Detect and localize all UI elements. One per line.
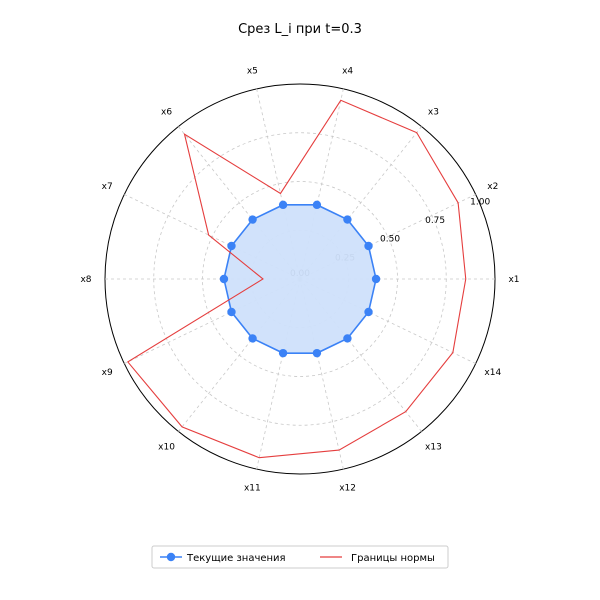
current-value-marker [219, 274, 229, 284]
current-value-marker [227, 241, 236, 251]
current-value-marker [278, 200, 288, 210]
legend-box [151, 545, 449, 569]
current-value-marker [278, 348, 288, 358]
current-value-marker [343, 334, 352, 343]
current-value-marker [312, 200, 322, 210]
current-value-marker [227, 307, 236, 317]
chart-title: Срез L_i при t=0.3 [238, 22, 362, 37]
category-label: x8 [80, 275, 91, 285]
current-value-marker [364, 307, 373, 317]
legend-marker-current [166, 552, 176, 562]
current-value-marker [248, 334, 257, 343]
current-value-marker [248, 215, 257, 224]
category-label: x5 [247, 66, 258, 76]
category-label: x3 [428, 108, 439, 118]
category-label: x9 [102, 368, 113, 378]
radar-series [126, 99, 467, 459]
category-label: x14 [484, 368, 501, 378]
category-label: x7 [102, 182, 113, 192]
radial-tick-label: 1.00 [470, 197, 490, 207]
current-value-marker [371, 274, 381, 284]
legend-label-current: Текущие значения [186, 553, 286, 564]
category-label: x6 [161, 108, 172, 118]
current-value-marker [312, 348, 322, 358]
category-label: x1 [508, 275, 519, 285]
legend: Текущие значения Границы нормы [151, 545, 449, 569]
legend-label-norm: Границы нормы [351, 553, 435, 564]
category-label: x13 [425, 442, 442, 452]
category-labels: x1 x2 x3 x4 x5 x6 x7 x8 x9 x10 x11 x12 x13 x14 [80, 66, 519, 493]
radial-tick-label: 0.50 [380, 235, 400, 245]
category-label: x12 [339, 484, 356, 494]
current-values-area [223, 204, 377, 354]
category-label: x11 [244, 484, 261, 494]
category-label: x4 [342, 66, 353, 76]
radial-tick-label: 0.75 [425, 216, 445, 226]
category-label: x10 [158, 442, 175, 452]
current-value-marker [343, 215, 352, 224]
category-label: x2 [487, 182, 498, 192]
current-value-marker [364, 241, 373, 251]
norm-bounds-line [126, 99, 467, 459]
